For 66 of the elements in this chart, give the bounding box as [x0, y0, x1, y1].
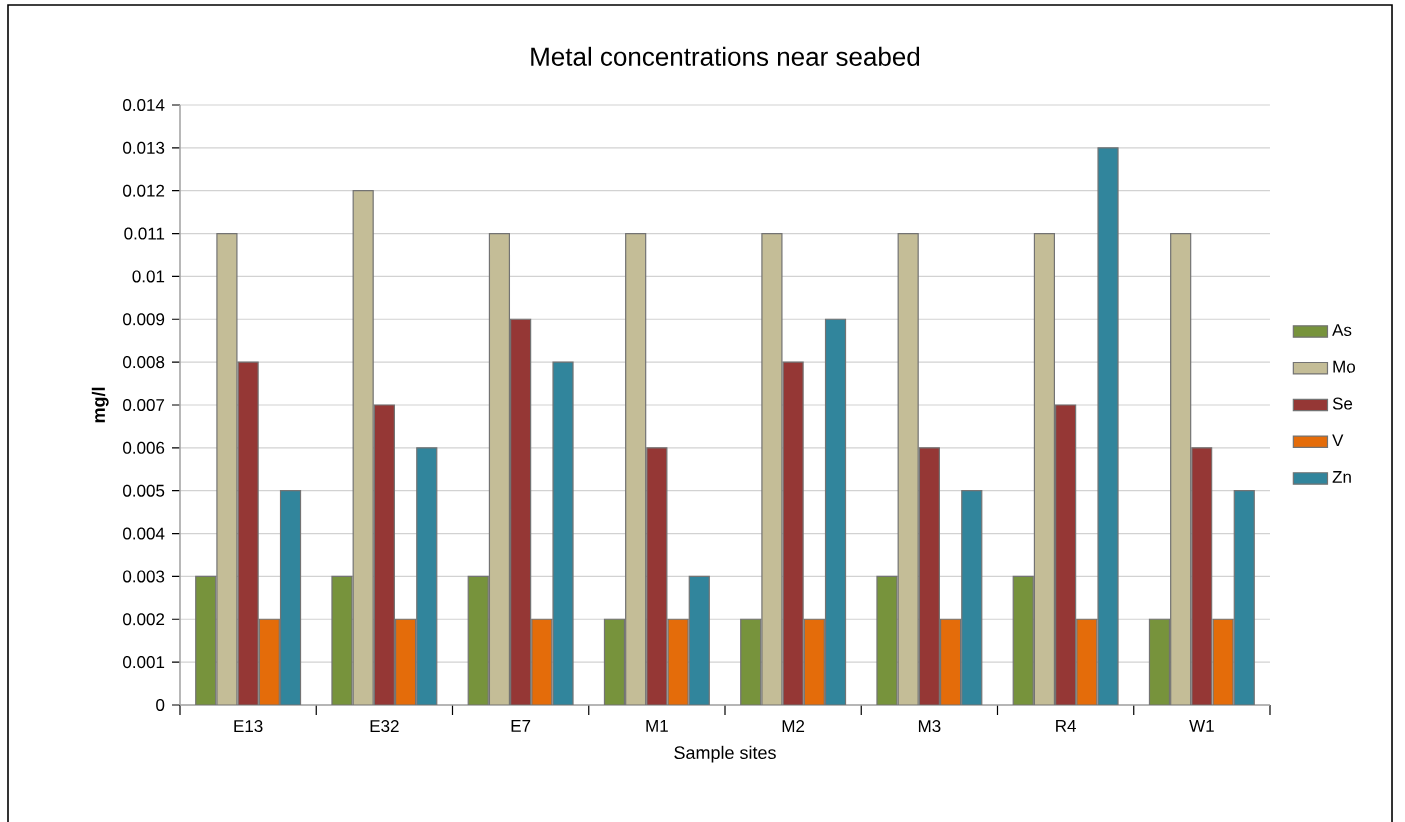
bar: [216, 232, 238, 705]
x-tick-label: E13: [234, 720, 263, 733]
y-tick-label: 0.01: [132, 270, 165, 283]
bar: [688, 575, 710, 705]
y-tick-label: 0.011: [124, 227, 165, 240]
bar: [1076, 618, 1098, 705]
bar: [352, 190, 374, 705]
bar: [1170, 232, 1192, 705]
bar: [803, 618, 825, 705]
y-tick-label: 0.002: [123, 613, 165, 626]
bar: [625, 232, 647, 705]
y-axis-title: mg/l: [91, 387, 109, 423]
bar: [258, 618, 280, 705]
y-tick-label: 0.003: [123, 570, 165, 583]
bar: [373, 404, 395, 705]
chart-title: Metal concentrations near seabed: [531, 46, 920, 66]
bar: [961, 490, 983, 705]
bar: [279, 490, 302, 705]
y-tick-label: 0.014: [123, 98, 165, 111]
bar: [761, 232, 783, 705]
bar: [1148, 618, 1171, 705]
bar: [1012, 575, 1034, 705]
bar: [603, 618, 626, 705]
x-tick-label: M2: [782, 720, 805, 732]
bar: [1191, 447, 1213, 705]
bar: [531, 618, 553, 705]
y-tick-label: 0.008: [123, 356, 165, 369]
legend-label: As: [1332, 324, 1352, 337]
legend-label: Se: [1332, 397, 1353, 410]
bar: [1055, 404, 1077, 705]
x-tick-label: M1: [646, 720, 668, 732]
y-tick-label: 0.012: [123, 184, 165, 197]
x-tick-label: M3: [918, 720, 941, 733]
bar: [646, 447, 668, 705]
bar: [394, 618, 417, 705]
bar: [488, 232, 511, 705]
x-tick-label: R4: [1056, 720, 1076, 732]
y-tick-label: 0.013: [123, 141, 165, 154]
bar: [740, 618, 762, 705]
x-tick-label: E7: [511, 720, 531, 732]
bar: [416, 447, 438, 705]
x-tick-label: W1: [1189, 720, 1214, 732]
bar: [467, 575, 489, 705]
bar: [824, 318, 847, 705]
x-axis-title: Sample sites: [674, 745, 776, 763]
y-tick-label: 0.004: [123, 527, 165, 540]
x-tick-label: E32: [370, 720, 399, 733]
bar: [1097, 147, 1119, 705]
y-tick-label: 0: [156, 698, 165, 711]
legend-label: Zn: [1332, 471, 1351, 483]
bar: [782, 361, 804, 705]
bar: [918, 447, 940, 705]
bar: [1233, 490, 1255, 705]
legend-label: V: [1332, 434, 1344, 447]
legend-label: Mo: [1333, 360, 1355, 373]
bar: [897, 232, 919, 705]
y-tick-label: 0.009: [123, 313, 165, 326]
bar: [195, 575, 217, 705]
y-tick-label: 0.001: [123, 656, 165, 669]
y-tick-label: 0.007: [123, 398, 165, 411]
y-tick-label: 0.006: [123, 441, 165, 454]
y-tick-label: 0.005: [123, 484, 165, 497]
bar: [939, 618, 962, 705]
bar: [552, 361, 574, 705]
bar: [1033, 232, 1056, 705]
bar: [510, 318, 532, 705]
